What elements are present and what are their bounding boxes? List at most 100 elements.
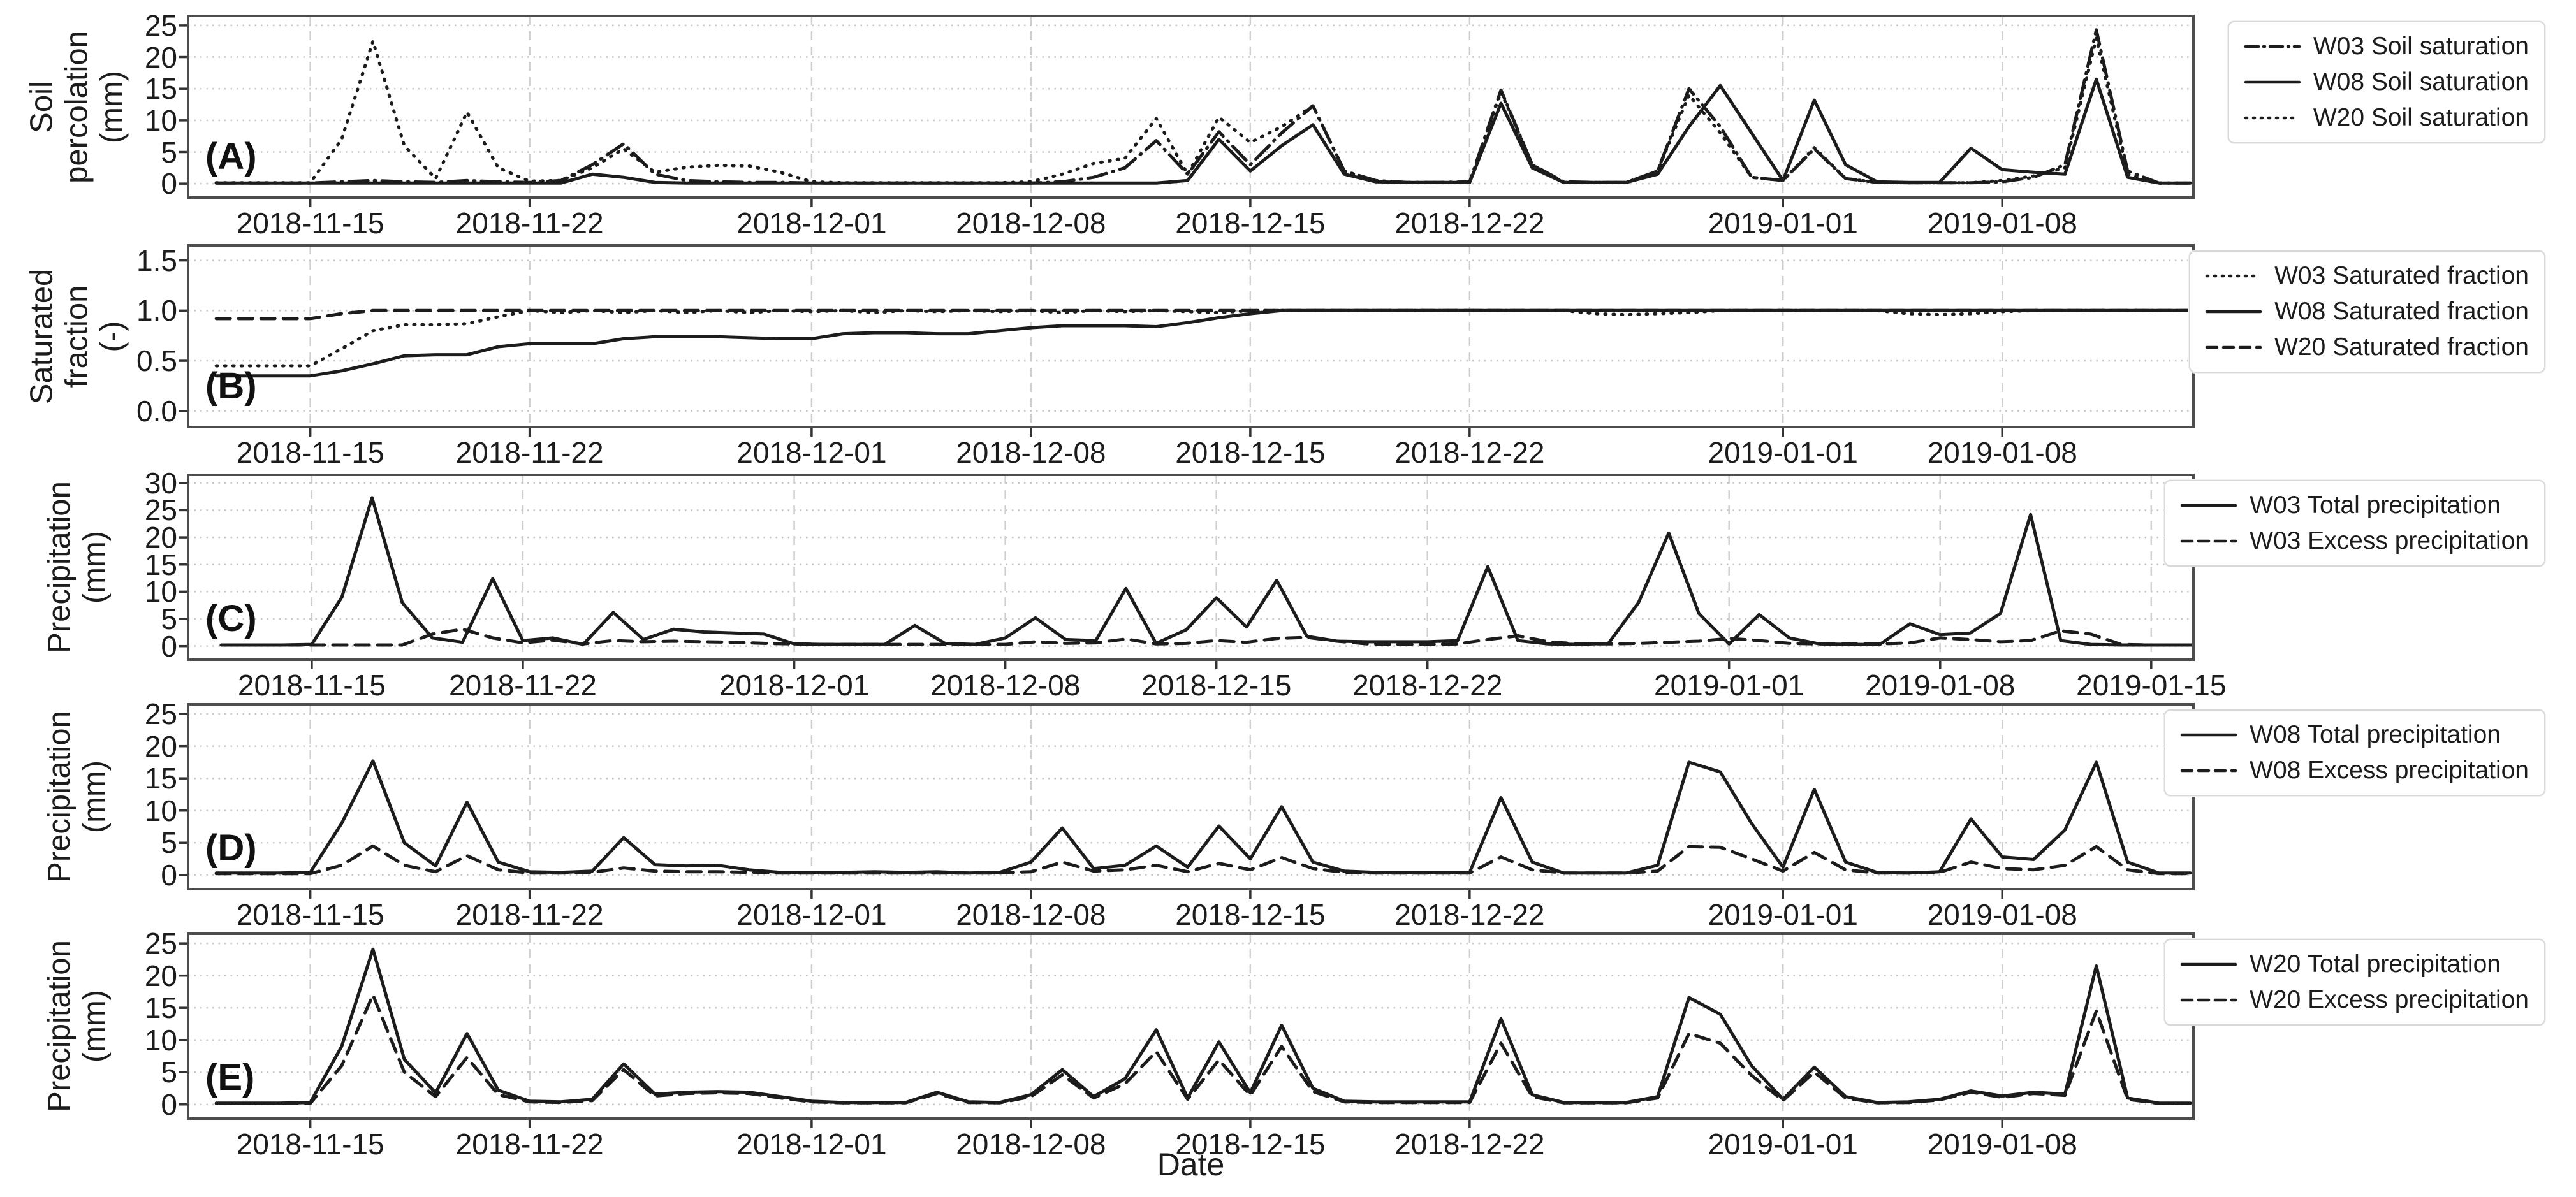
x-axis-title: Date: [1157, 1147, 1225, 1182]
dotted-line-style-icon: [2205, 274, 2262, 278]
x-tick-label: 2018-12-22: [1352, 669, 1503, 702]
legend-label: W08 Excess precipitation: [2250, 757, 2529, 784]
y-tick-label: 15: [144, 991, 177, 1025]
dashed-line-style-icon: [2180, 769, 2237, 773]
legend-item-w03-total-precipitation: W03 Total precipitation: [2180, 490, 2529, 521]
solid-line-style-icon: [2205, 310, 2262, 314]
x-tick-label: 2018-11-22: [455, 898, 604, 931]
x-tick-label: 2019-01-08: [1927, 898, 2077, 931]
x-tick-label: 2018-11-22: [455, 1128, 604, 1161]
plot-border: [187, 15, 2195, 199]
x-tick-label: 2019-01-01: [1708, 207, 1858, 240]
w20-soil-saturation-line: [214, 36, 2192, 185]
x-tick-label: 2018-12-01: [736, 436, 887, 469]
x-tick-label: 2018-12-22: [1394, 436, 1545, 469]
panel-label-D: (D): [205, 827, 257, 869]
x-tick-label: 2018-11-15: [236, 898, 384, 931]
x-tick-label: 2019-01-08: [1927, 436, 2077, 469]
x-tick-label: 2019-01-08: [1865, 669, 2016, 702]
x-tick-label: 2018-11-15: [236, 436, 384, 469]
legend-item-w20-excess-precipitation: W20 Excess precipitation: [2180, 985, 2529, 1015]
w03-excess-precipitation-line: [219, 627, 2193, 647]
legend-B: W03 Saturated fraction W08 Saturated frac…: [2189, 250, 2545, 373]
x-tick-label: 2018-12-08: [930, 669, 1081, 702]
y-axis-label-A: Soil percolation (mm): [5, 16, 149, 198]
legend-label: W08 Saturated fraction: [2274, 298, 2529, 325]
y-tick-label: 10: [144, 575, 177, 609]
w08-soil-saturation-line: [214, 77, 2192, 185]
solid-line-style-icon: [2180, 733, 2237, 737]
w20-excess-precipitation-line: [214, 993, 2192, 1105]
x-tick-label: 2018-12-01: [736, 207, 887, 240]
x-tick-label: 2018-11-22: [455, 207, 604, 240]
legend-item-w08-soil-saturation: W08 Soil saturation: [2244, 67, 2529, 98]
x-tick-label: 2018-12-01: [736, 1128, 887, 1161]
y-tick-label: 10: [144, 794, 177, 827]
legend-A: W03 Soil saturation W08 Soil saturation W2…: [2227, 21, 2545, 143]
y-tick-label: 5: [161, 1056, 177, 1089]
y-axis-label-text: Soil percolation (mm): [24, 30, 129, 184]
legend-label: W03 Total precipitation: [2250, 491, 2501, 519]
x-tick-label: 2018-12-01: [719, 669, 870, 702]
y-tick-label: 25: [144, 697, 177, 731]
plot-border: [187, 474, 2195, 661]
dotted-line-style-icon: [2244, 116, 2301, 120]
legend-C: W03 Total precipitation W03 Excess precip…: [2164, 480, 2545, 567]
panel-C-plot-area: [179, 474, 2195, 669]
legend-label: W20 Soil saturation: [2313, 104, 2529, 131]
y-tick-label: 1.5: [136, 243, 177, 277]
x-tick-label: 2018-11-22: [455, 436, 604, 469]
x-tick-label: 2018-12-08: [956, 207, 1106, 240]
legend-E: W20 Total precipitation W20 Excess precip…: [2164, 939, 2545, 1026]
y-tick-label: 25: [144, 8, 177, 42]
y-tick-label: 5: [161, 826, 177, 860]
y-tick-label: 5: [161, 602, 177, 636]
x-tick-label: 2019-01-01: [1708, 1128, 1858, 1161]
y-tick-label: 0.0: [136, 394, 177, 428]
panel-label-B: (B): [205, 365, 257, 407]
y-tick-label: 20: [144, 729, 177, 763]
y-tick-label: 20: [144, 40, 177, 74]
legend-label: W03 Saturated fraction: [2274, 262, 2529, 289]
plot-border: [187, 932, 2195, 1120]
legend-item-w08-saturated-fraction: W08 Saturated fraction: [2205, 296, 2529, 327]
legend-item-w20-soil-saturation: W20 Soil saturation: [2244, 103, 2529, 133]
x-tick-label: 2018-12-15: [1175, 207, 1326, 240]
y-axis-label-text: Precipitation (mm): [41, 711, 112, 883]
x-tick-label: 2018-11-15: [236, 1128, 384, 1161]
w08-excess-precipitation-line: [214, 844, 2192, 876]
y-tick-label: 0.5: [136, 344, 177, 378]
panel-label-E: (E): [205, 1057, 255, 1098]
panel-D-plot-area: [179, 703, 2195, 899]
x-tick-label: 2018-12-08: [956, 436, 1106, 469]
y-tick-label: 0: [161, 858, 177, 892]
panel-label-A: (A): [205, 136, 257, 177]
legend-label: W03 Excess precipitation: [2250, 527, 2529, 555]
x-tick-label: 2018-12-08: [956, 1128, 1106, 1161]
solid-line-style-icon: [2244, 80, 2301, 84]
panel-label-C: (C): [205, 598, 257, 639]
legend-label: W08 Total precipitation: [2250, 721, 2501, 748]
legend-item-w20-saturated-fraction: W20 Saturated fraction: [2205, 332, 2529, 363]
y-axis-label-C: Precipitation (mm): [5, 475, 149, 660]
dashdot-line-style-icon: [2244, 45, 2301, 48]
x-tick-label: 2018-11-15: [236, 207, 384, 240]
x-tick-label: 2018-12-22: [1394, 1128, 1545, 1161]
y-tick-label: 10: [144, 103, 177, 137]
x-tick-label: 2018-12-15: [1141, 669, 1292, 702]
panel-A-plot-area: [179, 15, 2195, 207]
dashed-line-style-icon: [2180, 539, 2237, 543]
x-tick-label: 2019-01-08: [1927, 1128, 2077, 1161]
legend-item-w03-saturated-fraction: W03 Saturated fraction: [2205, 261, 2529, 291]
y-tick-label: 15: [144, 72, 177, 106]
solid-line-style-icon: [2180, 962, 2237, 966]
x-tick-label: 2018-12-22: [1394, 898, 1545, 931]
panel-E-plot-area: [179, 932, 2195, 1128]
legend-item-w03-soil-saturation: W03 Soil saturation: [2244, 31, 2529, 62]
y-axis-label-text: Saturated fraction (-): [24, 268, 129, 404]
y-tick-label: 1.0: [136, 294, 177, 328]
x-tick-label: 2019-01-01: [1708, 436, 1858, 469]
y-tick-label: 0: [161, 1087, 177, 1121]
solid-line-style-icon: [2180, 504, 2237, 507]
